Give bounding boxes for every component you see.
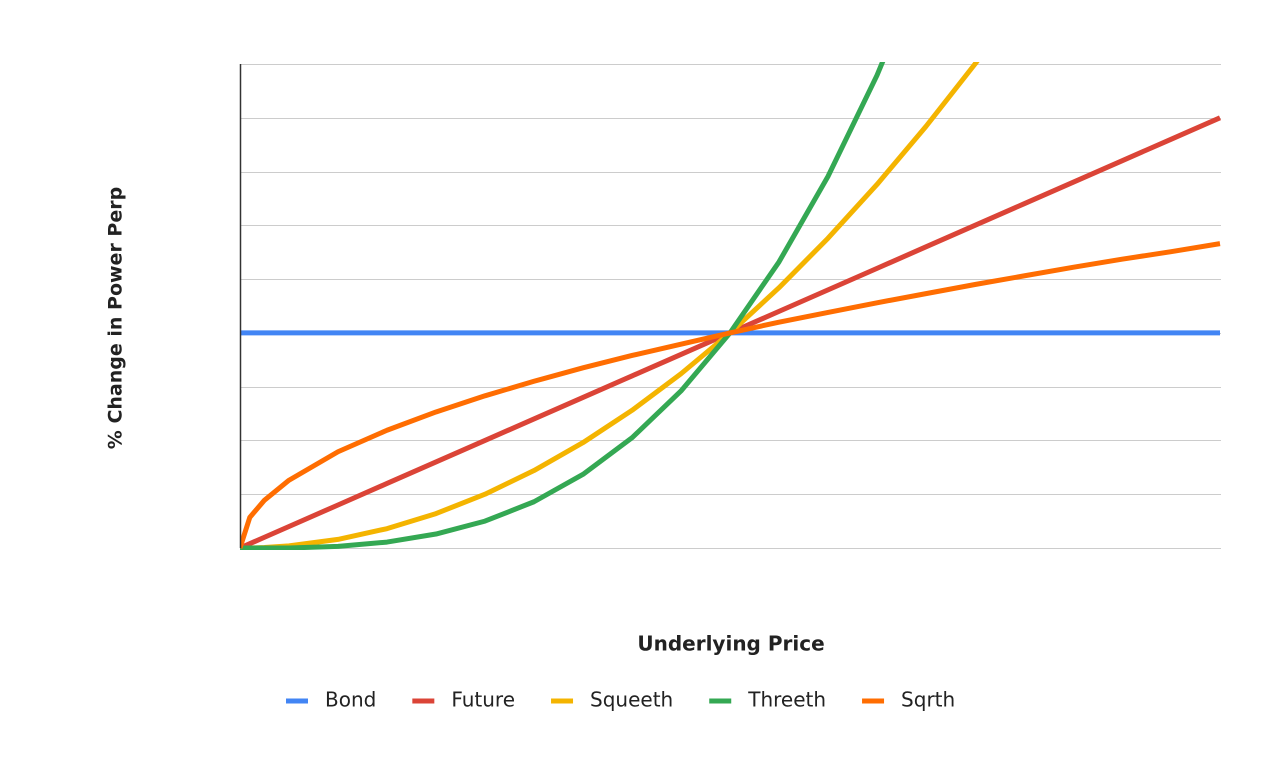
y-axis-title: % Change in Power Perp: [105, 187, 127, 449]
legend-label: Squeeth: [590, 688, 673, 712]
legend-label: Future: [451, 688, 515, 712]
series-line: [240, 115, 1222, 550]
legend: Bond Future Squeeth Threeth Sqrth: [286, 688, 955, 712]
series-line: [240, 241, 1221, 549]
legend-label: Bond: [325, 688, 376, 712]
legend-label: Sqrth: [901, 688, 955, 712]
grid: [240, 64, 1221, 549]
x-axis-title: Underlying Price: [637, 632, 824, 656]
legend-label: Threeth: [747, 688, 826, 712]
plot-area: [240, 62, 1222, 550]
series-line: [240, 62, 980, 550]
series-line: [240, 62, 886, 550]
